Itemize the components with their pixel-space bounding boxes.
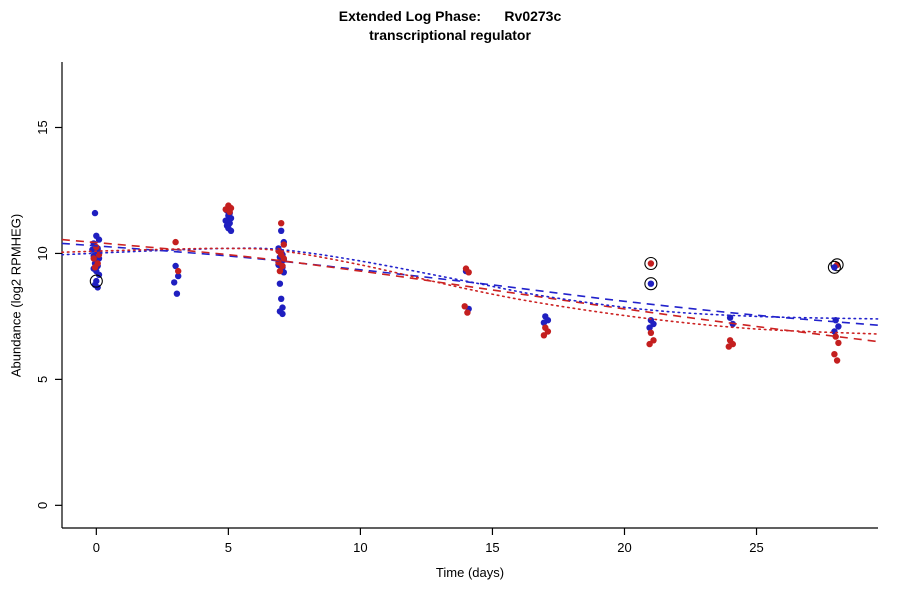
data-point — [279, 262, 286, 270]
y-tick-label: 10 — [35, 246, 50, 260]
data-point — [172, 238, 179, 246]
flag-ring-icon — [644, 256, 658, 271]
red-condition-points — [90, 202, 842, 364]
data-point — [278, 227, 285, 234]
data-point — [95, 236, 103, 243]
data-point — [646, 324, 653, 331]
data-point — [725, 343, 732, 350]
flagged-point — [647, 280, 655, 287]
y-tick-label: 0 — [35, 502, 50, 509]
data-point — [278, 220, 285, 227]
data-point — [647, 329, 655, 336]
flagged-outlier-points — [89, 256, 844, 291]
data-point — [171, 279, 178, 286]
data-point — [175, 272, 182, 280]
data-point — [276, 280, 284, 287]
red-dashed-fit — [61, 238, 879, 343]
data-point — [91, 209, 99, 217]
flag-ring-icon — [644, 277, 658, 291]
axes: 0 5 10 15 20 25 0 5 10 15 — [35, 62, 878, 555]
flag-ring-icon — [89, 274, 103, 288]
data-point — [465, 269, 472, 276]
data-point — [278, 295, 285, 302]
red-dotted-fit — [61, 247, 879, 335]
chart-subtitle: transcriptional regulator — [369, 27, 531, 43]
data-point — [726, 314, 734, 321]
chart-title: Extended Log Phase: Rv0273c — [338, 8, 562, 24]
data-point — [646, 340, 653, 348]
data-point — [175, 267, 182, 275]
data-point — [93, 243, 100, 251]
data-point — [226, 208, 233, 216]
data-point — [833, 357, 841, 364]
flagged-point — [93, 277, 100, 285]
data-point — [173, 290, 181, 297]
x-tick-label: 5 — [225, 540, 232, 555]
x-tick-label: 0 — [93, 540, 100, 555]
data-point — [227, 215, 235, 222]
y-tick-label: 15 — [35, 120, 50, 134]
data-point — [464, 309, 471, 316]
data-point — [832, 333, 839, 340]
data-point — [91, 264, 99, 271]
data-point — [280, 255, 287, 262]
data-point — [279, 310, 286, 318]
data-point — [831, 351, 838, 358]
x-axis-label: Time (days) — [435, 565, 505, 580]
x-tick-label: 10 — [353, 540, 367, 555]
flag-ring-icon — [827, 260, 841, 274]
data-point — [461, 303, 468, 310]
data-point — [276, 267, 284, 275]
x-tick-label: 20 — [617, 540, 631, 555]
data-point — [172, 262, 179, 270]
data-point — [227, 227, 235, 234]
data-point — [540, 319, 548, 326]
x-tick-label: 25 — [749, 540, 763, 555]
data-point — [90, 255, 97, 262]
flag-ring-icon — [830, 258, 844, 272]
flagged-point — [647, 260, 655, 267]
data-point — [280, 241, 287, 248]
data-point — [835, 339, 842, 347]
flagged-point — [831, 264, 838, 271]
data-point — [544, 328, 552, 335]
x-tick-label: 15 — [485, 540, 499, 555]
data-point — [835, 323, 842, 330]
y-tick-label: 5 — [35, 376, 50, 383]
data-point — [540, 332, 548, 339]
